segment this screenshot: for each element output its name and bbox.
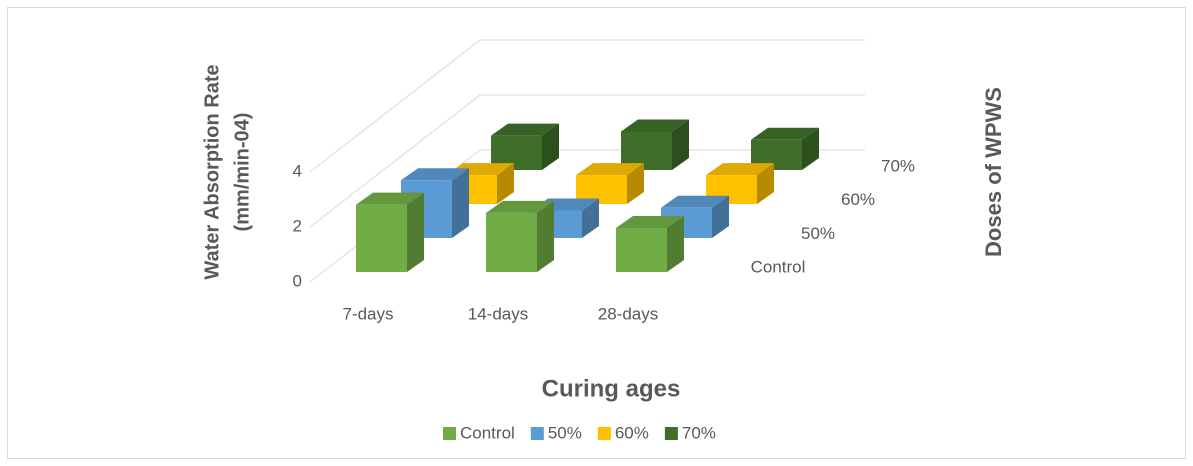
bar-top — [661, 195, 729, 208]
bar — [486, 200, 554, 272]
bar-side — [582, 198, 599, 238]
z-tick-label: 70% — [881, 156, 915, 175]
bar-front — [486, 212, 537, 272]
bar-top — [356, 192, 424, 205]
x-tick-label: 14-days — [468, 304, 528, 323]
bar-top — [621, 119, 689, 132]
bar-side — [452, 168, 469, 238]
z-axis-title: Doses of WPWS — [981, 87, 1006, 257]
bar-side — [667, 216, 684, 272]
x-tick-label: 28-days — [598, 304, 658, 323]
bar-front — [356, 204, 407, 272]
legend-label: 50% — [548, 423, 582, 442]
legend-label: 60% — [615, 423, 649, 442]
y-axis-title: (mm/min-04) — [231, 113, 253, 232]
legend-swatch — [597, 427, 611, 440]
bar-top — [751, 127, 819, 140]
bar-top — [491, 123, 559, 136]
bar-top — [616, 216, 684, 228]
bar-side — [757, 163, 774, 204]
bar-side — [627, 163, 644, 204]
bar-top — [706, 163, 774, 176]
legend-swatch — [530, 427, 544, 440]
x-axis-title: Curing ages — [542, 375, 681, 402]
bar — [621, 119, 689, 170]
bar-top — [401, 168, 469, 181]
grid-line — [309, 39, 865, 173]
bar-top — [576, 163, 644, 176]
legend-label: 70% — [682, 423, 716, 442]
bar — [616, 216, 684, 272]
z-tick-label: 50% — [801, 224, 835, 243]
grid-line — [309, 94, 865, 228]
bar — [706, 163, 774, 204]
y-tick-label: 4 — [293, 161, 302, 180]
legend-label: Control — [460, 423, 515, 442]
bar-side — [802, 127, 819, 170]
bar-front — [616, 228, 667, 272]
z-tick-label: Control — [751, 257, 806, 276]
y-tick-label: 0 — [293, 271, 302, 290]
legend-swatch — [664, 427, 678, 440]
bar-side — [497, 163, 514, 204]
z-tick-label: 60% — [841, 190, 875, 209]
bar-side — [407, 192, 424, 272]
x-tick-label: 7-days — [342, 304, 393, 323]
bar — [356, 192, 424, 272]
chart-border — [7, 7, 1186, 459]
bar-side — [542, 123, 559, 170]
legend-swatch — [443, 427, 456, 440]
bar-side — [712, 195, 729, 238]
bar-top — [486, 200, 554, 213]
bar — [576, 163, 644, 204]
bar — [491, 123, 559, 170]
bar-side — [672, 119, 689, 170]
bar-side — [537, 200, 554, 272]
y-tick-label: 2 — [293, 216, 302, 235]
y-axis-title: Water Absorption Rate — [201, 64, 223, 279]
